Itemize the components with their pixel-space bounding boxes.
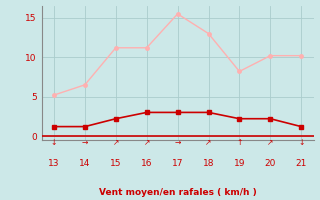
Text: ↗: ↗ <box>267 138 274 147</box>
X-axis label: Vent moyen/en rafales ( km/h ): Vent moyen/en rafales ( km/h ) <box>99 188 256 197</box>
Text: ↗: ↗ <box>143 138 150 147</box>
Text: ↓: ↓ <box>51 138 57 147</box>
Text: ↗: ↗ <box>205 138 212 147</box>
Text: ↑: ↑ <box>236 138 243 147</box>
Text: ↓: ↓ <box>298 138 304 147</box>
Text: →: → <box>174 138 181 147</box>
Text: →: → <box>82 138 88 147</box>
Text: ↗: ↗ <box>113 138 119 147</box>
